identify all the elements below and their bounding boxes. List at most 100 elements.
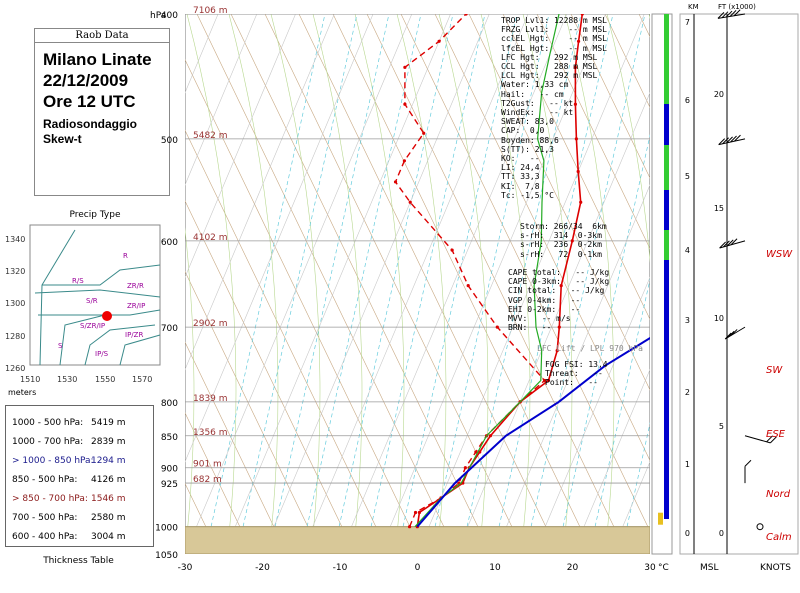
- dry-adiabat: [366, 14, 628, 554]
- temperature-tick: 0: [415, 563, 421, 573]
- dry-adiabat: [0, 14, 49, 554]
- wind-barb-feather: [730, 329, 738, 336]
- wind-barb-feather: [744, 459, 752, 467]
- pressure-tick: 900: [161, 465, 178, 475]
- precip-region-labels: R R/S S/R ZR/R ZR/IP S/ZR/IP IP/ZR S IP/…: [58, 252, 145, 358]
- pressure-tick: 1050: [155, 551, 178, 561]
- precip-boundaries: [34, 229, 161, 366]
- series-point: [393, 180, 398, 184]
- index-line: CIN total: -- J/kg: [508, 286, 605, 296]
- wind-barb-feather: [727, 330, 735, 338]
- isotherm: [0, 14, 179, 554]
- series-point: [408, 200, 412, 204]
- index-line: cclEL Hgt: -- m MSL: [501, 34, 607, 44]
- height-label: 7106 m: [193, 6, 228, 16]
- precip-x-tick: 1570: [132, 375, 152, 384]
- precip-y-ticks: 1340 1320 1300 1280 1260: [5, 235, 25, 373]
- precip-region: S/ZR/IP: [80, 322, 105, 330]
- dry-adiabat: [0, 14, 151, 554]
- precip-region: ZR/IP: [127, 302, 145, 310]
- dry-adiabat: [196, 14, 458, 554]
- index-line: Hail: -- cm: [501, 89, 564, 99]
- precip-region: S: [58, 342, 63, 350]
- wind-direction-label: WSW: [766, 249, 793, 260]
- index-line: WindEx: -- kt: [501, 108, 574, 117]
- index-line: Point: --: [545, 378, 598, 388]
- moist-adiabat: [19, 14, 68, 554]
- pressure-tick: 850: [161, 433, 178, 443]
- index-line: lfcEL Hgt: -- m MSL: [501, 43, 607, 53]
- index-line: LI: 24,4: [501, 163, 540, 173]
- dry-adiabat: [570, 14, 650, 179]
- index-line: BRN: --: [508, 323, 552, 333]
- isotherm: [0, 14, 102, 554]
- precip-axis-label: meters: [8, 388, 36, 397]
- series-point: [464, 14, 468, 16]
- index-line: EHI 0-2km: --: [508, 304, 581, 314]
- mixing-ratio-line: [588, 277, 650, 554]
- wind-barb-feather: [770, 436, 777, 444]
- series-point: [403, 65, 407, 69]
- isotherm: [223, 14, 451, 554]
- level-strip-marker: [664, 145, 669, 190]
- ft-tick: 0: [719, 529, 724, 538]
- isotherm: [262, 14, 490, 554]
- series-point: [407, 525, 412, 529]
- series-point: [466, 284, 470, 288]
- series-point: [417, 510, 422, 515]
- dry-adiabat: [332, 14, 594, 554]
- precip-region: R/S: [72, 277, 84, 285]
- series-point: [555, 349, 559, 353]
- pressure-tick: 600: [161, 238, 178, 248]
- km-label: KM: [688, 3, 699, 11]
- title-box: Milano Linate 22/12/2009 Ore 12 UTC Radi…: [34, 42, 170, 196]
- dry-adiabat: [0, 14, 83, 554]
- index-line: s-rH: 236 0-2km: [520, 240, 602, 250]
- temperature-tick: 10: [489, 563, 501, 573]
- chart-subtitle: Radiosondaggio Skew-t: [43, 117, 137, 146]
- temperature-tick: -30: [178, 563, 193, 573]
- moist-adiabat: [312, 14, 363, 554]
- series-line: [416, 14, 584, 527]
- precip-x-ticks: 1510 1530 1550 1570: [20, 375, 152, 384]
- wind-barb-feather: [721, 11, 729, 19]
- precip-y-tick: 1300: [5, 299, 25, 308]
- dry-adiabat: [0, 14, 117, 554]
- isotherm: [455, 91, 650, 554]
- index-line: T2Gust: -- kt: [501, 98, 574, 108]
- moist-adiabat: [480, 14, 531, 554]
- index-line: CCL Hgt: 288 m MSL: [501, 62, 598, 71]
- series-point: [570, 239, 574, 243]
- thickness-table: 1000 - 500 hPa: 5419 m 1000 - 700 hPa: 283…: [5, 405, 154, 547]
- index-line: FOG FSI: 13,4: [545, 360, 608, 369]
- mixing-ratio-line: [364, 14, 486, 554]
- pressure-tick: 1000: [155, 524, 178, 534]
- pressure-tick: 400: [161, 11, 178, 21]
- pressure-tick: 500: [161, 136, 178, 146]
- series-point: [413, 510, 418, 515]
- temperature-tick: -20: [255, 563, 270, 573]
- pressure-tick: 925: [161, 480, 178, 490]
- skew-t-series: [185, 14, 650, 554]
- isotherm: [300, 14, 529, 554]
- series-point: [579, 200, 583, 204]
- wind-barb-feather: [726, 239, 734, 247]
- mixing-ratio-line: [428, 14, 550, 554]
- knots-label: KNOTS: [760, 563, 791, 573]
- isotherm: [185, 14, 258, 186]
- mixing-ratio-line: [460, 14, 582, 554]
- km-tick: 0: [685, 529, 690, 538]
- moist-adiabat: [606, 14, 650, 554]
- ft-tick: 5: [719, 422, 724, 431]
- series-point: [402, 159, 406, 163]
- height-label: 2902 m: [193, 319, 228, 329]
- level-strip-marker: [658, 512, 663, 525]
- dry-adiabat: [185, 341, 288, 554]
- mixing-ratio-line: [492, 14, 614, 554]
- isotherm: [185, 14, 374, 463]
- dry-adiabat: [185, 129, 390, 554]
- dry-adiabat: [185, 553, 186, 554]
- height-label: 682 m: [193, 475, 222, 485]
- wind-barb-feather: [766, 435, 773, 443]
- precip-y-tick: 1280: [5, 332, 25, 341]
